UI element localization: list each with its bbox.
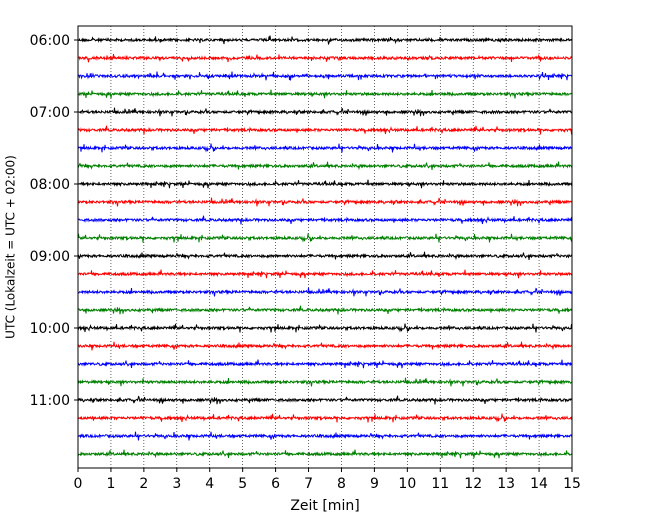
x-axis-label: Zeit [min] bbox=[290, 498, 359, 514]
trace-line bbox=[77, 449, 573, 459]
trace-line bbox=[77, 287, 573, 297]
trace-line bbox=[77, 215, 573, 225]
trace-line bbox=[77, 377, 573, 387]
trace-line bbox=[77, 323, 573, 333]
y-tick-label: 10:00 bbox=[30, 321, 70, 337]
x-tick-label: 2 bbox=[139, 476, 148, 492]
trace-line bbox=[77, 179, 573, 189]
trace-line bbox=[77, 413, 573, 423]
grid-lines bbox=[110, 26, 540, 468]
trace-line bbox=[77, 197, 572, 207]
x-tick-label: 7 bbox=[304, 476, 313, 492]
trace-line bbox=[77, 341, 573, 351]
y-tick-label: 11:00 bbox=[30, 393, 70, 409]
trace-line bbox=[77, 71, 573, 81]
trace-line bbox=[77, 125, 573, 135]
x-tick-label: 5 bbox=[238, 476, 247, 492]
x-ticks: 0 1 2 3 4 5 6 7 8 9 10 11 12 13 14 15 bbox=[74, 468, 581, 492]
x-tick-label: 9 bbox=[370, 476, 379, 492]
x-tick-label: 10 bbox=[398, 476, 416, 492]
trace-line bbox=[77, 161, 573, 171]
trace-line bbox=[77, 395, 573, 405]
x-tick-label: 8 bbox=[337, 476, 346, 492]
trace-line bbox=[77, 305, 573, 315]
trace-line bbox=[77, 431, 573, 441]
trace-line bbox=[77, 143, 573, 153]
trace-line bbox=[77, 107, 573, 117]
x-tick-label: 12 bbox=[464, 476, 482, 492]
x-tick-label: 0 bbox=[74, 476, 83, 492]
trace-line bbox=[77, 251, 573, 261]
x-tick-label: 11 bbox=[431, 476, 449, 492]
y-ticks: 06:00 07:00 08:00 09:00 10:00 11:00 bbox=[30, 33, 78, 409]
trace-line bbox=[77, 233, 573, 243]
y-axis-label: UTC (Lokalzeit = UTC + 02:00) bbox=[4, 155, 18, 339]
traces bbox=[77, 35, 573, 459]
y-tick-label: 08:00 bbox=[30, 177, 70, 193]
y-tick-label: 09:00 bbox=[30, 249, 70, 265]
x-tick-label: 3 bbox=[172, 476, 181, 492]
x-tick-label: 6 bbox=[271, 476, 280, 492]
x-tick-label: 4 bbox=[205, 476, 214, 492]
x-tick-label: 13 bbox=[497, 476, 515, 492]
trace-line bbox=[77, 89, 573, 99]
x-tick-label: 15 bbox=[563, 476, 581, 492]
plot-frame bbox=[77, 25, 573, 469]
trace-line bbox=[77, 359, 573, 369]
y-tick-label: 06:00 bbox=[30, 33, 70, 49]
x-tick-label: 14 bbox=[530, 476, 548, 492]
trace-line bbox=[77, 53, 573, 63]
trace-line bbox=[77, 269, 573, 279]
x-tick-label: 1 bbox=[106, 476, 115, 492]
trace-line bbox=[77, 35, 573, 46]
y-tick-label: 07:00 bbox=[30, 105, 70, 121]
